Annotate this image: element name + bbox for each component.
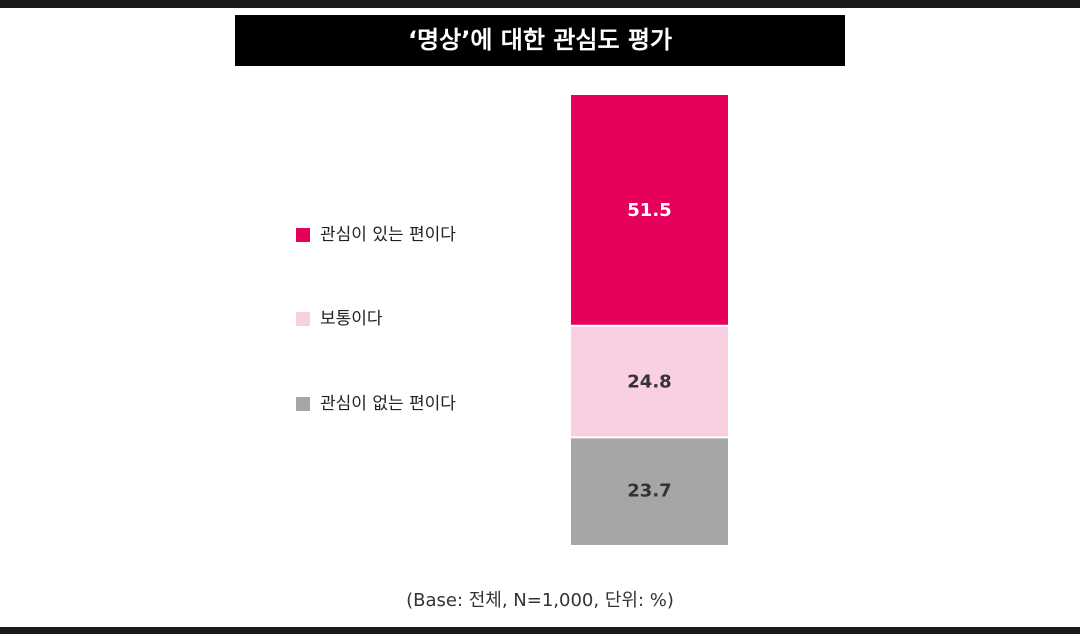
bar-segment [571, 95, 728, 325]
bar-segment [571, 326, 728, 437]
legend-label: 보통이다 [320, 309, 383, 329]
legend-swatch [296, 312, 310, 326]
frame-bottom [0, 627, 1080, 634]
value-label: 51.5 [627, 200, 671, 221]
title-box [235, 15, 845, 66]
bar-segment [571, 438, 728, 545]
chart-title: ‘명상’에 대한 관심도 평가 [408, 26, 672, 54]
value-label: 23.7 [627, 481, 671, 502]
legend-swatch [296, 397, 310, 411]
footnote: (Base: 전체, N=1,000, 단위: %) [406, 590, 674, 611]
legend-label: 관심이 없는 편이다 [320, 394, 456, 414]
frame-top [0, 0, 1080, 8]
legend-label: 관심이 있는 편이다 [320, 225, 456, 245]
legend-swatch [296, 228, 310, 242]
value-label: 24.8 [627, 372, 671, 393]
